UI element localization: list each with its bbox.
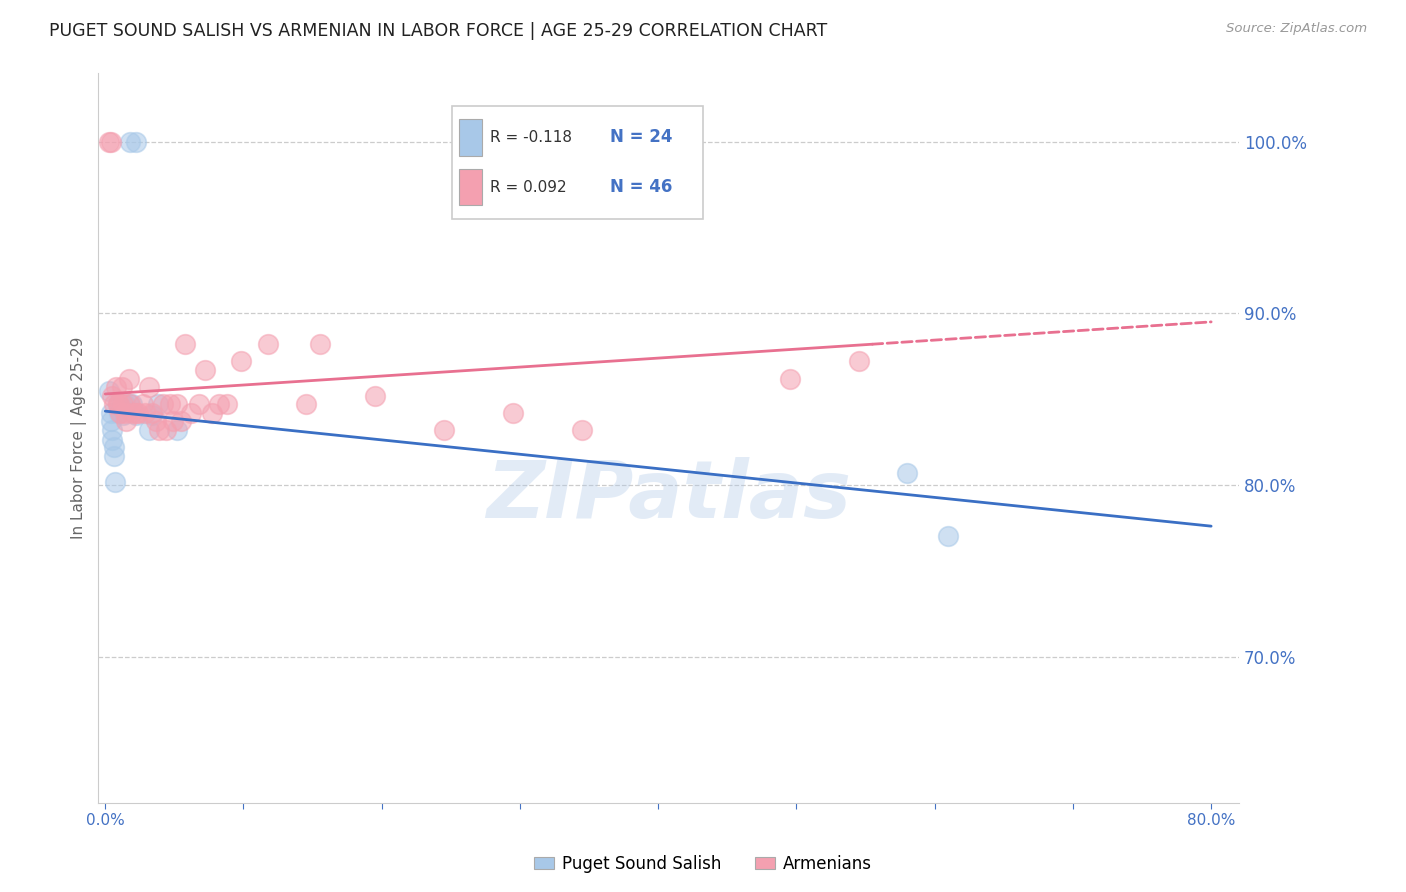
Point [124,135,146,149]
Point [152,397,174,411]
Point [98,135,121,149]
Point [105,380,128,394]
Point [103,397,125,411]
Point [120,397,142,411]
Point [111,380,134,394]
Point [100,414,122,428]
Point [155,423,177,437]
Text: PUGET SOUND SALISH VS ARMENIAN IN LABOR FORCE | AGE 25-29 CORRELATION CHART: PUGET SOUND SALISH VS ARMENIAN IN LABOR … [49,22,828,40]
Legend: Puget Sound Salish, Armenians: Puget Sound Salish, Armenians [527,848,879,880]
Point [104,475,127,489]
Point [118,371,141,385]
Point [180,406,202,420]
Point [121,397,143,411]
Point [114,397,136,411]
Point [120,135,142,149]
Point [166,423,188,437]
Point [938,529,960,543]
Point [98,384,121,398]
Point [107,397,129,411]
Point [502,406,524,420]
Point [201,406,224,420]
Point [124,406,146,420]
Point [110,406,132,420]
Point [166,397,188,411]
Point [103,440,125,454]
Point [194,363,217,377]
Point [848,354,870,368]
Point [112,408,135,422]
Point [101,389,124,403]
Point [141,406,163,420]
Text: Source: ZipAtlas.com: Source: ZipAtlas.com [1226,22,1367,36]
Point [134,406,156,420]
Point [294,397,316,411]
Point [115,414,138,428]
Point [571,423,593,437]
Point [364,389,387,403]
Point [170,414,193,428]
Point [112,397,135,411]
Y-axis label: In Labor Force | Age 25-29: In Labor Force | Age 25-29 [72,336,87,539]
Point [433,423,456,437]
Point [118,397,141,411]
Point [107,397,129,411]
Point [131,397,153,411]
Point [121,406,143,420]
Point [108,397,131,411]
Point [148,423,170,437]
Point [146,397,169,411]
Point [124,408,146,422]
Point [229,354,252,368]
Point [103,449,125,463]
Point [108,406,131,420]
Point [100,406,122,420]
Point [141,408,163,422]
Point [138,380,160,394]
Point [145,414,167,428]
Point [101,434,124,448]
Point [257,337,280,351]
Point [127,406,149,420]
Point [207,397,229,411]
Point [159,397,181,411]
Point [162,414,184,428]
Text: ZIPatlas: ZIPatlas [486,457,851,535]
Point [138,423,160,437]
Point [308,337,330,351]
Point [174,337,197,351]
Point [110,404,132,418]
Point [896,466,918,480]
Point [215,397,238,411]
Point [101,423,124,437]
Point [100,135,122,149]
Point [188,397,211,411]
Point [779,371,801,385]
Point [114,406,136,420]
